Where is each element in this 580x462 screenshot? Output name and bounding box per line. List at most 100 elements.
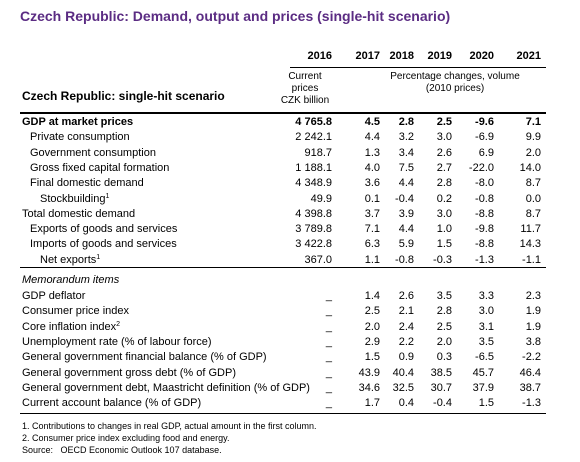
cell: 34.6	[358, 381, 380, 394]
cell: -8.0	[475, 177, 494, 190]
row-label-text: Net exports	[40, 253, 97, 266]
cell: 32.5	[392, 381, 414, 394]
cell: 1.5	[478, 397, 494, 410]
cell: 2.0	[436, 335, 452, 348]
cell: _	[325, 366, 332, 379]
cell: 3.8	[525, 335, 541, 348]
year-header: 2018	[389, 50, 414, 62]
row-label: General government financial balance (% …	[22, 351, 267, 364]
row-label-text: Exports of goods and services	[30, 223, 178, 236]
row-label-text: General government debt, Maastricht defi…	[22, 381, 310, 394]
cell: -8.8	[475, 207, 494, 220]
row-label: GDP deflator	[22, 290, 85, 303]
row-label: Consumer price index	[22, 305, 129, 318]
cell: 4 765.8	[295, 116, 332, 128]
cell: 1.7	[364, 397, 380, 410]
year-header: 2019	[427, 50, 452, 62]
row-label-text: Stockbuilding	[40, 192, 106, 205]
column-subheader: prices	[291, 83, 319, 94]
cell: 2.5	[436, 320, 452, 333]
cell: 6.3	[364, 238, 380, 251]
year-header: 2017	[355, 50, 380, 62]
year-header: 2016	[307, 50, 332, 62]
cell: 2.5	[364, 305, 380, 318]
cell: 45.7	[472, 366, 494, 379]
cell: 40.4	[392, 366, 414, 379]
row-label-text: Imports of goods and services	[30, 238, 177, 251]
footnote-ref: 1	[105, 192, 110, 200]
row-label-text: Current account balance (% of GDP)	[22, 397, 202, 410]
cell: 2.8	[436, 177, 452, 190]
cell: 2.4	[398, 320, 414, 333]
title: Czech Republic: Demand, output and price…	[20, 8, 451, 24]
cell: 0.9	[398, 351, 414, 364]
row-label: Stockbuilding1	[40, 193, 109, 206]
cell: 367.0	[304, 253, 332, 266]
cell: 1.9	[525, 320, 541, 333]
cell: 8.7	[525, 207, 541, 220]
cell: -0.8	[395, 253, 414, 266]
cell: 2.5	[436, 116, 452, 128]
row-label-text: General government financial balance (% …	[22, 351, 267, 364]
rule	[290, 67, 546, 68]
cell: -6.9	[475, 131, 494, 144]
cell: 1.4	[364, 290, 380, 302]
cell: 11.7	[520, 223, 541, 236]
cell: 2.9	[364, 335, 380, 348]
cell: 3.6	[364, 177, 380, 190]
row-label: Unemployment rate (% of labour force)	[22, 336, 212, 349]
cell: 37.9	[472, 381, 494, 394]
cell: -1.1	[522, 253, 541, 266]
row-label: Government consumption	[30, 147, 156, 160]
cell: 1.0	[436, 223, 452, 236]
cell: 3 789.8	[295, 223, 332, 236]
cell: _	[325, 397, 332, 410]
cell: _	[325, 351, 332, 364]
row-label-text: GDP deflator	[22, 290, 86, 302]
cell: 0.4	[398, 397, 414, 410]
cell: 3.1	[478, 320, 494, 333]
cell: 8.7	[525, 177, 541, 190]
cell: 1.1	[364, 253, 380, 266]
cell: -0.8	[475, 192, 494, 205]
column-subheader: CZK billion	[280, 95, 330, 106]
row-label-text: Private consumption	[30, 131, 130, 144]
cell: 2.0	[525, 146, 541, 159]
row-label-text: Final domestic demand	[30, 177, 144, 190]
row-label: Imports of goods and services	[30, 238, 177, 251]
cell: 2.2	[398, 335, 414, 348]
cell: 3.2	[398, 131, 414, 144]
column-subheader: Percentage changes, volume	[390, 71, 520, 82]
cell: 3.7	[364, 207, 380, 220]
cell: 2.1	[398, 305, 414, 318]
row-label: Exports of goods and services	[30, 223, 177, 236]
cell: 1.3	[364, 146, 380, 159]
cell: _	[325, 335, 332, 348]
footnote: 1. Contributions to changes in real GDP,…	[22, 421, 317, 431]
row-label: Gross fixed capital formation	[30, 162, 169, 175]
cell: 3.0	[436, 207, 452, 220]
cell: -0.4	[395, 192, 414, 205]
row-label-text: Unemployment rate (% of labour force)	[22, 335, 212, 348]
cell: -9.8	[475, 223, 494, 236]
row-label: GDP at market prices	[22, 116, 133, 129]
cell: 46.4	[519, 366, 541, 379]
footnote: 2. Consumer price index excluding food a…	[22, 433, 230, 443]
cell: 9.9	[525, 131, 541, 144]
cell: 38.5	[430, 366, 452, 379]
column-subheader: (2010 prices)	[425, 83, 485, 94]
cell: -1.3	[522, 397, 541, 410]
cell: 14.3	[519, 238, 541, 251]
cell: 2 242.1	[295, 131, 332, 144]
cell: 0.1	[364, 192, 380, 205]
cell: -6.5	[475, 351, 494, 364]
cell: 4.4	[398, 223, 414, 236]
cell: 918.7	[304, 146, 332, 159]
cell: 7.5	[398, 161, 414, 174]
cell: -8.8	[475, 238, 494, 251]
cell: 43.9	[358, 366, 380, 379]
row-label-text: General government gross debt (% of GDP)	[22, 366, 236, 379]
cell: 3.0	[436, 131, 452, 144]
cell: 7.1	[525, 116, 541, 128]
cell: -2.2	[522, 351, 541, 364]
